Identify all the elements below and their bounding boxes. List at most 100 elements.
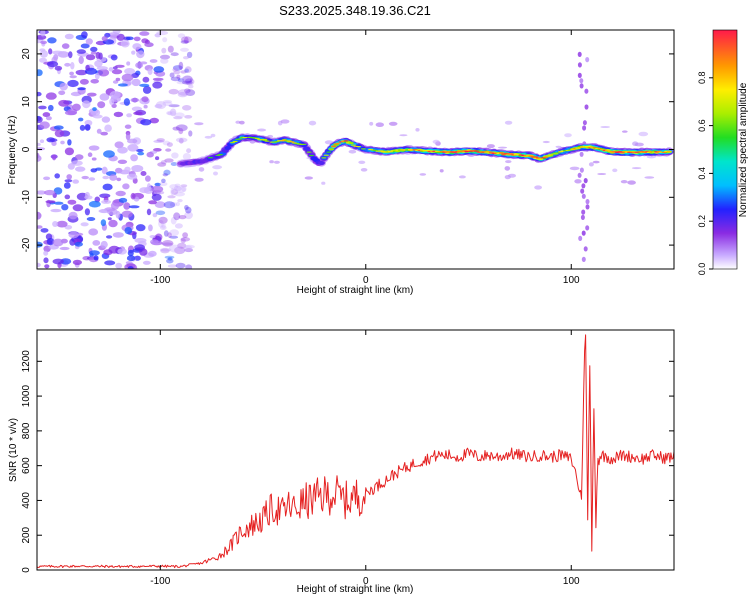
ridge-segment [343, 140, 349, 142]
snr-x-label: Height of straight line (km) [297, 584, 414, 595]
noise-blob [178, 215, 187, 220]
noise-blob [160, 248, 170, 254]
noise-blob [113, 111, 124, 118]
noise-blob [180, 70, 187, 74]
noise-blob [58, 99, 70, 107]
noise-blob [126, 113, 132, 118]
faint-blob [369, 121, 374, 126]
noise-blob [174, 246, 186, 255]
noise-blob [76, 49, 87, 54]
frequency-ridge [176, 133, 674, 168]
ridge-segment [242, 137, 248, 139]
noise-blob [148, 250, 157, 257]
noise-blob [72, 179, 79, 184]
noise-blob [160, 54, 170, 60]
faint-blob [504, 120, 513, 125]
noise-blob [88, 250, 100, 256]
noise-blob [184, 36, 189, 44]
noise-blob [174, 183, 181, 188]
noise-blob [103, 150, 115, 158]
noise-blob [37, 91, 42, 97]
ridge-segment [306, 151, 312, 153]
noise-blob [146, 183, 151, 191]
noise-blob [93, 255, 99, 261]
noise-blob [164, 255, 175, 259]
faint-blob [239, 120, 245, 125]
spectrogram-y-ticks: -20 -10 0 10 20 [21, 48, 674, 252]
y-tick-label: 0 [21, 146, 32, 152]
artifact-blob [579, 83, 584, 89]
ridge-segment [486, 151, 492, 153]
noise-blob [114, 141, 124, 149]
noise-blob [116, 33, 125, 41]
noise-blob [43, 257, 49, 264]
noise-blob [92, 240, 101, 246]
noise-blob [170, 162, 178, 166]
noise-blob [43, 176, 51, 181]
noise-blob [177, 33, 186, 39]
ridge-segment [301, 143, 307, 145]
y-tick-label: 10 [21, 96, 32, 108]
noise-blob [188, 84, 194, 89]
noise-blob [173, 70, 181, 75]
noise-blob [171, 188, 179, 195]
noise-blob [154, 104, 163, 109]
noise-blob [37, 190, 47, 195]
noise-blob [59, 82, 68, 91]
artifact-blob [577, 62, 582, 68]
noise-blob [115, 210, 121, 219]
noise-blob [127, 249, 134, 257]
noise-blob [64, 110, 77, 116]
noise-blob [184, 244, 195, 249]
noise-blob [108, 245, 120, 254]
noise-blob [108, 67, 114, 72]
noise-blob [109, 174, 118, 181]
noise-blob [139, 83, 150, 87]
faint-blob [194, 177, 204, 182]
artifact-blob [581, 193, 586, 199]
faint-blob [564, 133, 572, 138]
ridge-segment [543, 156, 549, 158]
noise-blob [64, 194, 71, 200]
faint-blob [644, 176, 655, 179]
noise-blob [149, 59, 158, 63]
faint-blob [419, 173, 427, 176]
noise-blob [94, 72, 100, 80]
noise-blob [59, 246, 70, 251]
noise-blob [133, 111, 143, 116]
noise-blob [54, 129, 65, 138]
snr-series-line [37, 334, 674, 569]
noise-blob [85, 38, 93, 45]
faint-blob [439, 169, 444, 173]
faint-blob [212, 165, 223, 170]
noise-blob [131, 72, 140, 78]
noise-blob [120, 39, 130, 48]
faint-blob [622, 130, 628, 133]
faint-blob [388, 121, 398, 126]
ridge-segment [498, 152, 504, 154]
noise-blob [185, 206, 192, 214]
noise-blob [139, 31, 150, 36]
noise-blob [142, 260, 151, 265]
noise-blob [142, 76, 150, 83]
noise-blob [148, 200, 158, 205]
y-tick-label: 200 [21, 526, 32, 543]
noise-blob [151, 193, 162, 201]
noise-blob [67, 199, 77, 205]
noise-blob [118, 197, 128, 203]
faint-blob [360, 168, 368, 172]
noise-blob [158, 220, 164, 228]
noise-blob [72, 259, 82, 265]
ridge-segment [308, 154, 315, 157]
snr-x-ticks: -100 0 100 [150, 330, 580, 587]
noise-blob [72, 103, 81, 112]
noise-blob [152, 213, 158, 218]
noise-blob [64, 62, 71, 67]
noise-blob [145, 175, 151, 182]
noise-blob [82, 100, 91, 109]
noise-blob [175, 201, 180, 207]
ridge-segment [661, 151, 667, 153]
noise-blob [45, 116, 52, 121]
faint-blob [273, 160, 280, 164]
noise-blob [177, 78, 185, 83]
